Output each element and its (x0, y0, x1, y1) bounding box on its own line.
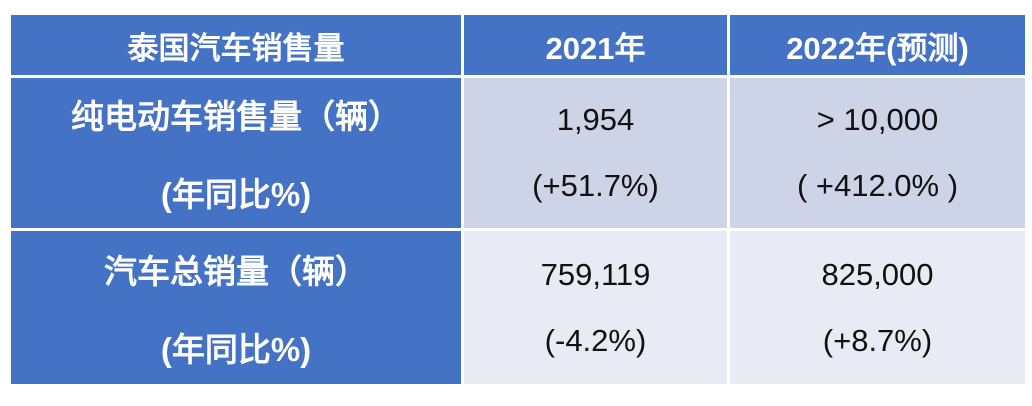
total-sales-2021-yoy: (-4.2%) (544, 322, 647, 358)
bev-sales-2021-yoy: (+51.7%) (532, 168, 659, 203)
bev-sales-label-cell: 纯电动车销售量（辆） (年同比%) (11, 78, 461, 228)
bev-sales-2022-value: > 10,000 (816, 102, 939, 137)
total-sales-2021-value: 759,119 (540, 256, 651, 292)
header-2022-forecast-cell: 2022年(预测) (730, 15, 1025, 75)
bev-sales-label: 纯电动车销售量（辆） (71, 98, 401, 135)
total-sales-yoy-label: (年同比%) (160, 330, 312, 368)
total-sales-label: 汽车总销量（辆） (104, 252, 368, 290)
thailand-auto-sales-table: 泰国汽车销售量 2021年 2022年(预测) 纯电动车销售量（辆） (年同比%… (8, 12, 1028, 387)
total-sales-2022-cell: 825,000 (+8.7%) (730, 231, 1025, 384)
total-sales-2022-yoy: (+8.7%) (822, 322, 933, 358)
table-row-total-sales: 汽车总销量（辆） (年同比%) 759,119 (-4.2%) 825,000 … (11, 231, 1025, 384)
bev-sales-yoy-label: (年同比%) (160, 176, 312, 213)
bev-sales-2022-cell: > 10,000 ( +412.0% ) (730, 78, 1025, 228)
table-title-cell: 泰国汽车销售量 (11, 15, 461, 75)
table-row-bev-sales: 纯电动车销售量（辆） (年同比%) 1,954 (+51.7%) > 10,00… (11, 78, 1025, 228)
bev-sales-2021-value: 1,954 (556, 102, 635, 137)
total-sales-2021-cell: 759,119 (-4.2%) (464, 231, 727, 384)
table-header-row: 泰国汽车销售量 2021年 2022年(预测) (11, 15, 1025, 75)
bev-sales-2021-cell: 1,954 (+51.7%) (464, 78, 727, 228)
bev-sales-2022-yoy: ( +412.0% ) (796, 168, 959, 203)
total-sales-label-cell: 汽车总销量（辆） (年同比%) (11, 231, 461, 384)
total-sales-2022-value: 825,000 (821, 256, 934, 292)
header-2021-cell: 2021年 (464, 15, 727, 75)
